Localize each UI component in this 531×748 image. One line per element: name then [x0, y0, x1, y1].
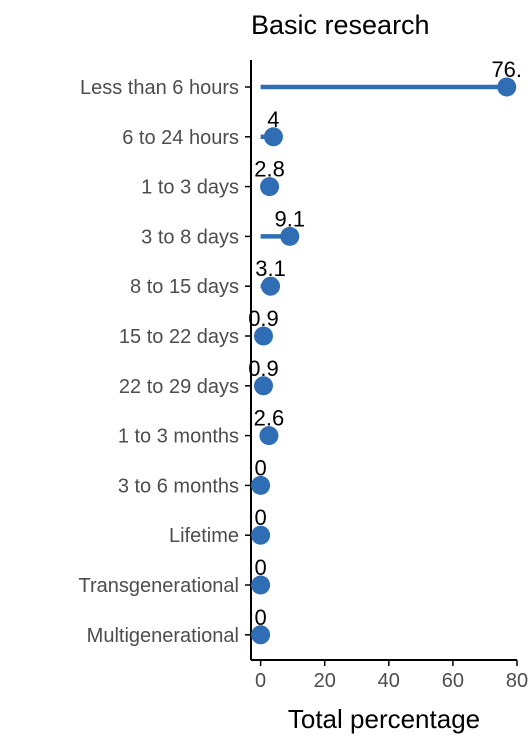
lollipop-point	[253, 326, 273, 346]
x-tick-label: 20	[314, 670, 336, 692]
y-tick-label: Less than 6 hours	[80, 77, 239, 99]
y-tick-label: 22 to 29 days	[119, 376, 239, 398]
y-tick-label: 8 to 15 days	[130, 276, 239, 298]
lollipop-point	[251, 575, 271, 595]
lollipop-point	[261, 276, 281, 296]
lollipop-point	[251, 475, 271, 495]
data-label: 76.	[491, 57, 522, 82]
x-axis-title: Total percentage	[288, 704, 480, 734]
data-label: 0	[254, 455, 266, 480]
data-label: 0	[254, 555, 266, 580]
lollipop-point	[497, 77, 517, 97]
y-tick-label: 1 to 3 months	[118, 426, 239, 448]
data-label: 0.9	[248, 306, 279, 331]
data-label: 0	[254, 505, 266, 530]
y-tick-label: 3 to 8 days	[141, 226, 239, 248]
x-tick-label: 80	[506, 670, 528, 692]
data-label: 3.1	[255, 256, 286, 281]
y-axis: Less than 6 hours 6 to 24 hours 1 to 3 day…	[79, 60, 252, 660]
y-tick-label: 15 to 22 days	[119, 326, 239, 348]
data-label: 9.1	[274, 206, 305, 231]
y-tick-label: Lifetime	[169, 525, 239, 547]
lollipop-point	[251, 625, 271, 645]
y-tick-label: 1 to 3 days	[141, 177, 239, 199]
x-tick-label: 40	[378, 670, 400, 692]
data-label: 0	[254, 605, 266, 630]
x-axis: 0 20 40 60 80	[251, 659, 528, 692]
lollipop-point	[260, 177, 280, 197]
y-tick-label: Transgenerational	[79, 575, 239, 597]
y-tick-label: 6 to 24 hours	[122, 127, 239, 149]
lollipop-point	[251, 525, 271, 545]
lollipop-point	[259, 426, 279, 446]
lollipop-point	[253, 376, 273, 396]
data-label: 4	[267, 107, 279, 132]
data-label: 2.8	[254, 157, 285, 182]
data-label: 2.6	[254, 406, 285, 431]
lollipop-point	[263, 127, 283, 147]
x-tick-label: 0	[255, 670, 266, 692]
chart-marks: 76. 4 2.8 9.1 3.1 0.9 0.9 2.6 0 0 0 0	[248, 57, 522, 645]
lollipop-point	[280, 226, 300, 246]
data-label: 0.9	[248, 356, 279, 381]
y-tick-label: 3 to 6 months	[118, 475, 239, 497]
x-tick-label: 60	[442, 670, 464, 692]
y-tick-label: Multigenerational	[87, 625, 239, 647]
chart-title: Basic research	[251, 10, 430, 40]
